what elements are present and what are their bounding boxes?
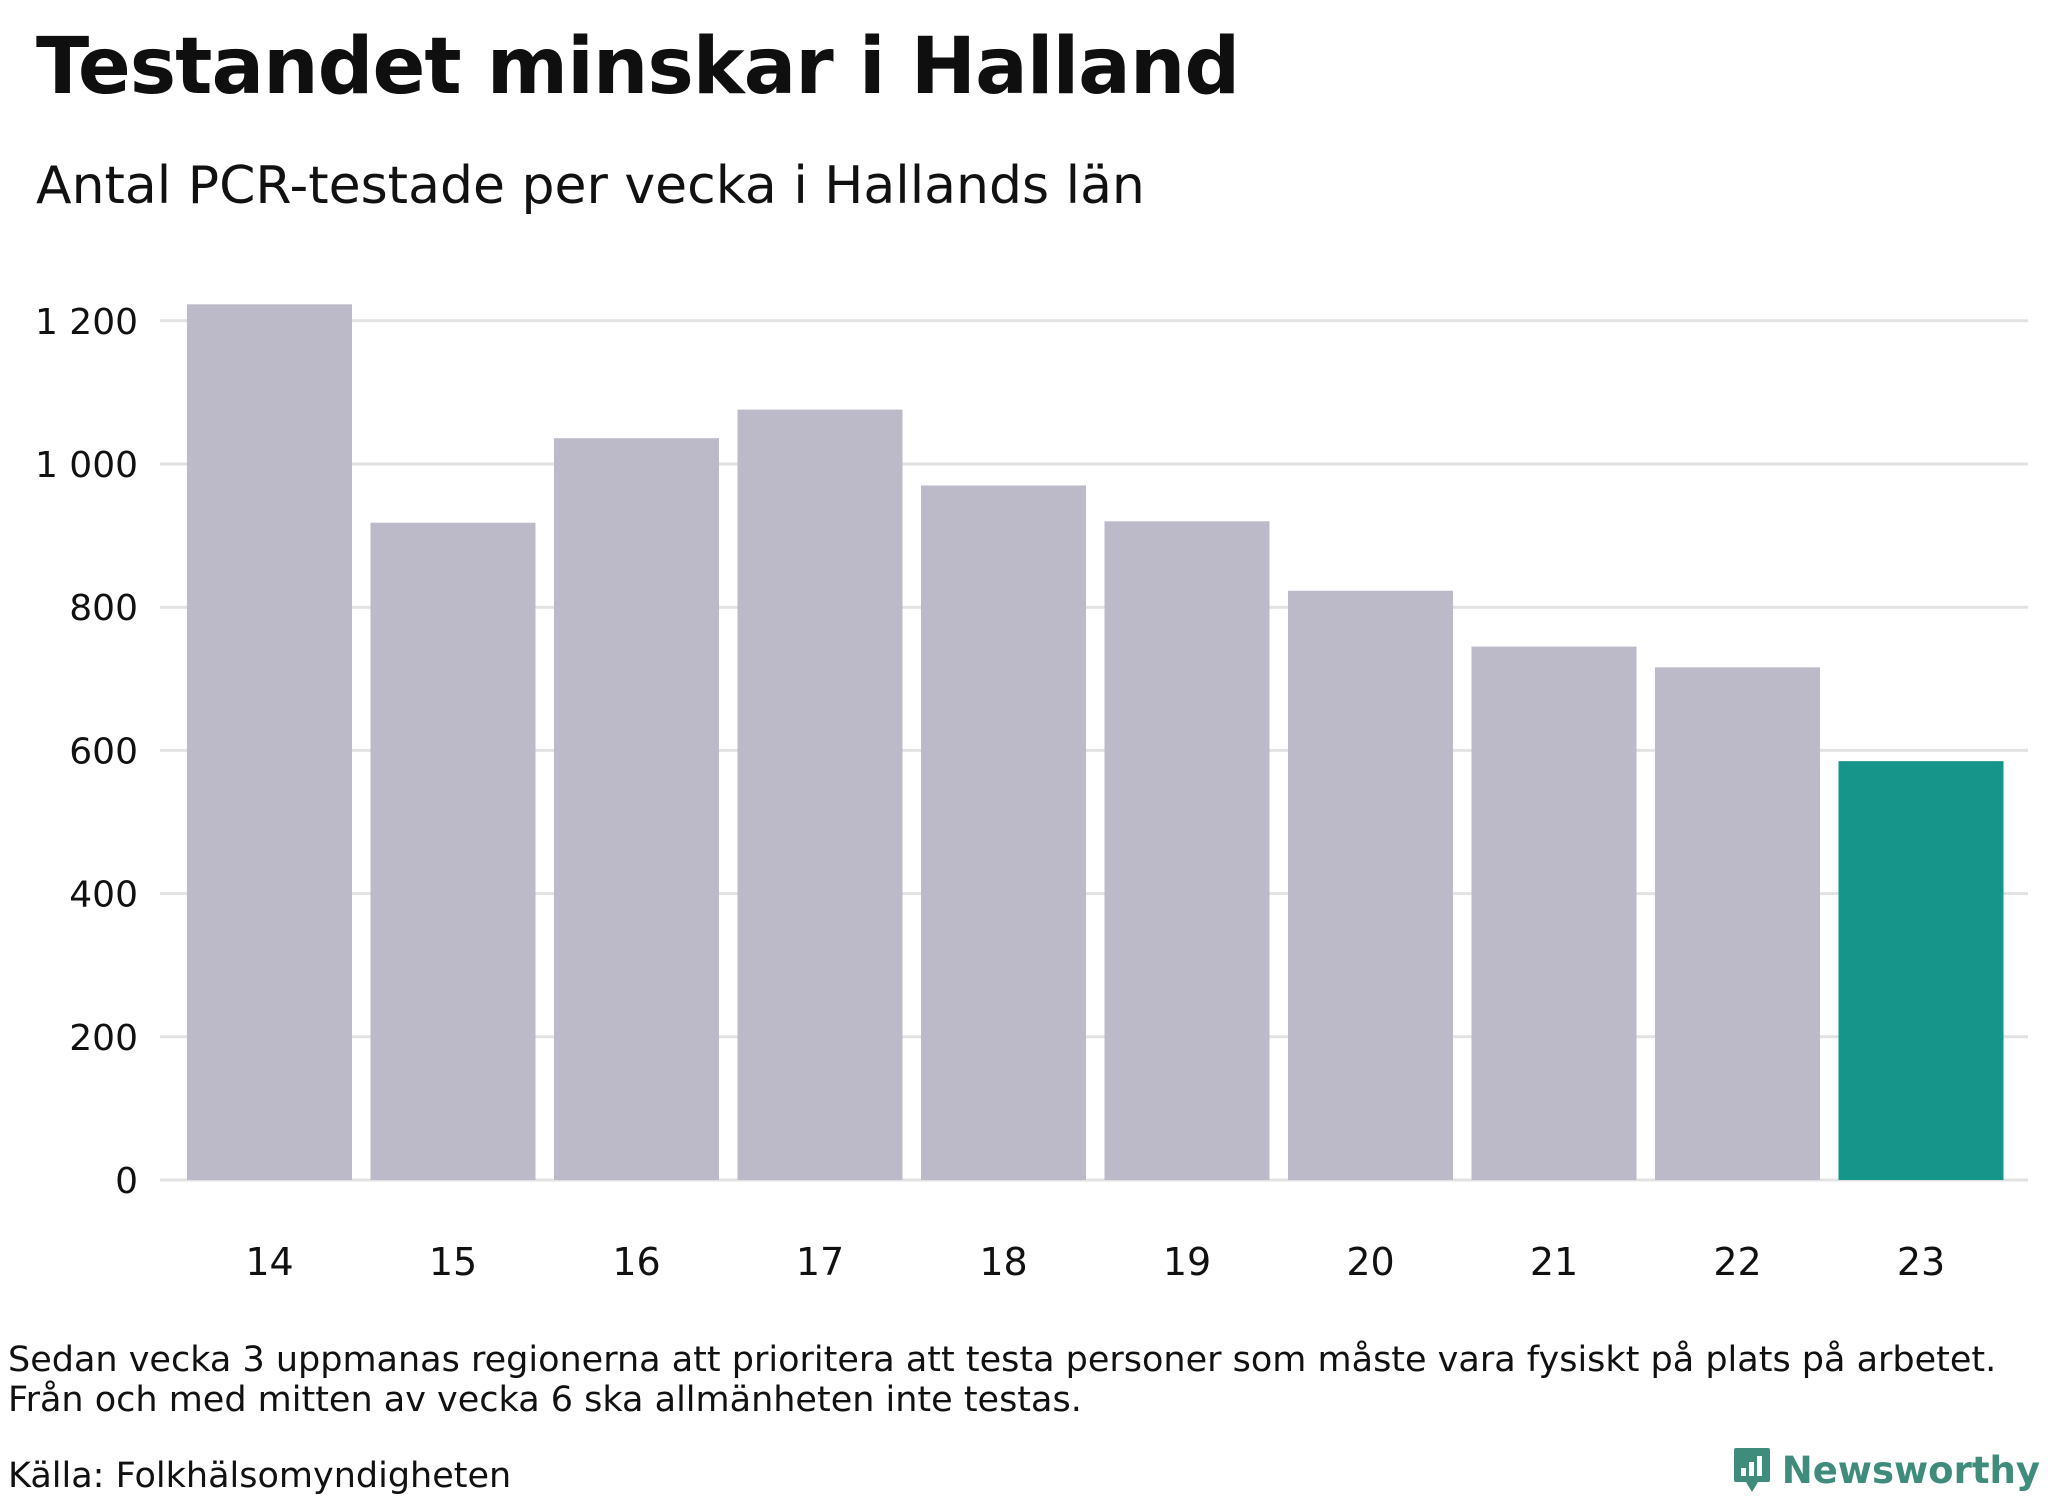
x-tick-label: 18 bbox=[979, 1240, 1027, 1284]
bars bbox=[187, 304, 2004, 1181]
y-tick-label: 600 bbox=[69, 731, 138, 772]
brand-logo: Newsworthy bbox=[1732, 1446, 2040, 1494]
brand-name: Newsworthy bbox=[1781, 1448, 2040, 1492]
bar-chart: 0 200 400 600 800 1 000 1 200 14 15 16 17 18 19 20 21… bbox=[35, 302, 2028, 1284]
x-tick-label: 20 bbox=[1346, 1240, 1394, 1284]
footnote-line-1: Sedan vecka 3 uppmanas regionerna att pr… bbox=[8, 1340, 1997, 1380]
source-credit: Källa: Folkhälsomyndigheten bbox=[8, 1456, 512, 1496]
bar-week-16 bbox=[554, 438, 719, 1180]
y-axis-ticks: 0 200 400 600 800 1 000 1 200 bbox=[35, 302, 138, 1202]
footnote-line-2: Från och med mitten av vecka 6 ska allmä… bbox=[8, 1380, 1082, 1420]
bar-week-23 bbox=[1838, 761, 2004, 1180]
bar-week-21 bbox=[1471, 646, 1637, 1180]
bar-week-14 bbox=[187, 304, 352, 1180]
x-axis-ticks: 14 15 16 17 18 19 20 21 22 23 bbox=[245, 1240, 1945, 1284]
y-tick-label: 400 bbox=[69, 875, 138, 916]
y-tick-label: 200 bbox=[69, 1018, 138, 1059]
y-tick-label: 1 000 bbox=[35, 445, 138, 486]
bar-week-20 bbox=[1288, 590, 1453, 1180]
x-tick-label: 15 bbox=[429, 1240, 477, 1284]
chart-title: Testandet minskar i Halland bbox=[36, 22, 1240, 112]
bar-week-19 bbox=[1104, 521, 1270, 1180]
y-tick-label: 0 bbox=[115, 1161, 138, 1202]
bar-week-22 bbox=[1655, 667, 1820, 1180]
x-tick-label: 16 bbox=[612, 1240, 660, 1284]
x-tick-label: 22 bbox=[1713, 1240, 1761, 1284]
x-tick-label: 14 bbox=[245, 1240, 293, 1284]
x-tick-label: 23 bbox=[1897, 1240, 1945, 1284]
bar-week-15 bbox=[370, 522, 536, 1180]
x-tick-label: 21 bbox=[1530, 1240, 1578, 1284]
x-tick-label: 19 bbox=[1163, 1240, 1211, 1284]
chart-subtitle: Antal PCR-testade per vecka i Hallands l… bbox=[36, 156, 1145, 216]
x-tick-label: 17 bbox=[796, 1240, 844, 1284]
y-tick-label: 800 bbox=[69, 588, 138, 629]
footnote: Sedan vecka 3 uppmanas regionerna att pr… bbox=[8, 1340, 1996, 1420]
bar-week-18 bbox=[921, 485, 1086, 1181]
y-tick-label: 1 200 bbox=[35, 302, 138, 343]
bar-chart-pin-icon bbox=[1733, 1448, 1770, 1492]
bar-week-17 bbox=[737, 409, 903, 1181]
